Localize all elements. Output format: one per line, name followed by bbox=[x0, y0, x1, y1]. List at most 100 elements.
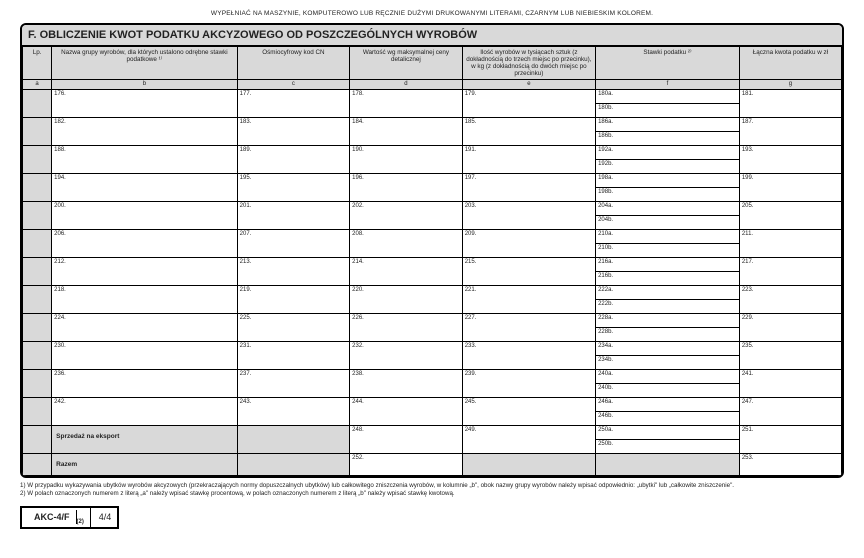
blank-cell bbox=[462, 454, 595, 476]
name-cell[interactable]: 176. bbox=[52, 90, 237, 118]
name-cell[interactable]: 224. bbox=[52, 314, 237, 342]
col-letter-d: d bbox=[350, 80, 463, 90]
blank-cell bbox=[237, 454, 350, 476]
name-cell[interactable]: 188. bbox=[52, 146, 237, 174]
total-cell[interactable]: 181. bbox=[739, 90, 841, 118]
qty-cell[interactable]: 203. bbox=[462, 202, 595, 230]
letter-row: a b c d e f g bbox=[23, 80, 842, 90]
total-cell[interactable]: 251. bbox=[739, 426, 841, 454]
header-row: Lp. Nazwa grupy wyrobów, dla których ust… bbox=[23, 47, 842, 80]
cn-cell[interactable]: 183. bbox=[237, 118, 350, 146]
total-cell[interactable]: 193. bbox=[739, 146, 841, 174]
qty-cell[interactable]: 227. bbox=[462, 314, 595, 342]
footnote-2: 2) W polach oznaczonych numerem z literą… bbox=[20, 490, 844, 498]
lp-cell bbox=[23, 230, 52, 258]
rate-cell[interactable]: 228a.228b. bbox=[596, 314, 740, 342]
value-cell[interactable]: 238. bbox=[350, 370, 463, 398]
total-cell[interactable]: 205. bbox=[739, 202, 841, 230]
blank-cell bbox=[596, 454, 740, 476]
value-cell[interactable]: 178. bbox=[350, 90, 463, 118]
table-row: 212.213.214.215.216a.216b.217. bbox=[23, 258, 842, 286]
qty-cell[interactable]: 209. bbox=[462, 230, 595, 258]
value-cell[interactable]: 226. bbox=[350, 314, 463, 342]
cn-cell[interactable]: 231. bbox=[237, 342, 350, 370]
qty-cell[interactable]: 179. bbox=[462, 90, 595, 118]
rate-cell[interactable]: 222a.222b. bbox=[596, 286, 740, 314]
rate-cell[interactable]: 204a.204b. bbox=[596, 202, 740, 230]
cn-cell[interactable]: 201. bbox=[237, 202, 350, 230]
rate-cell[interactable]: 246a.246b. bbox=[596, 398, 740, 426]
value-cell[interactable]: 190. bbox=[350, 146, 463, 174]
total-cell[interactable]: 247. bbox=[739, 398, 841, 426]
value-cell[interactable]: 202. bbox=[350, 202, 463, 230]
rate-cell[interactable]: 198a.198b. bbox=[596, 174, 740, 202]
qty-cell[interactable]: 239. bbox=[462, 370, 595, 398]
section-f-title: F. OBLICZENIE KWOT PODATKU AKCYZOWEGO OD… bbox=[22, 25, 842, 46]
header-b: Nazwa grupy wyrobów, dla których ustalon… bbox=[52, 47, 237, 80]
qty-cell[interactable]: 185. bbox=[462, 118, 595, 146]
rate-cell[interactable]: 192a.192b. bbox=[596, 146, 740, 174]
name-cell[interactable]: 182. bbox=[52, 118, 237, 146]
razem-row: Razem 252. 253. bbox=[23, 454, 842, 476]
total-cell[interactable]: 211. bbox=[739, 230, 841, 258]
qty-cell[interactable]: 215. bbox=[462, 258, 595, 286]
lp-cell bbox=[23, 90, 52, 118]
cn-cell[interactable]: 213. bbox=[237, 258, 350, 286]
name-cell[interactable]: 218. bbox=[52, 286, 237, 314]
value-cell[interactable]: 248. bbox=[350, 426, 463, 454]
value-cell[interactable]: 196. bbox=[350, 174, 463, 202]
lp-cell bbox=[23, 398, 52, 426]
cn-cell[interactable]: 237. bbox=[237, 370, 350, 398]
cn-cell[interactable]: 207. bbox=[237, 230, 350, 258]
total-cell[interactable]: 223. bbox=[739, 286, 841, 314]
export-label: Sprzedaż na eksport bbox=[52, 426, 237, 454]
rate-cell[interactable]: 240a.240b. bbox=[596, 370, 740, 398]
lp-cell bbox=[23, 174, 52, 202]
qty-cell[interactable]: 191. bbox=[462, 146, 595, 174]
header-f: Stawki podatku ²⁾ bbox=[596, 47, 740, 80]
name-cell[interactable]: 206. bbox=[52, 230, 237, 258]
qty-cell[interactable]: 245. bbox=[462, 398, 595, 426]
total-cell[interactable]: 199. bbox=[739, 174, 841, 202]
cn-cell[interactable]: 225. bbox=[237, 314, 350, 342]
total-cell[interactable]: 187. bbox=[739, 118, 841, 146]
rate-cell[interactable]: 180a.180b. bbox=[596, 90, 740, 118]
razem-label: Razem bbox=[52, 454, 237, 476]
total-cell[interactable]: 217. bbox=[739, 258, 841, 286]
form-id: AKC-4/F(2) bbox=[22, 508, 91, 527]
name-cell[interactable]: 230. bbox=[52, 342, 237, 370]
export-row: Sprzedaż na eksport 248.249.250a.250b.251… bbox=[23, 426, 842, 454]
value-cell[interactable]: 232. bbox=[350, 342, 463, 370]
qty-cell[interactable]: 233. bbox=[462, 342, 595, 370]
total-cell[interactable]: 241. bbox=[739, 370, 841, 398]
name-cell[interactable]: 194. bbox=[52, 174, 237, 202]
value-cell[interactable]: 244. bbox=[350, 398, 463, 426]
value-cell[interactable]: 184. bbox=[350, 118, 463, 146]
qty-cell[interactable]: 221. bbox=[462, 286, 595, 314]
lp-cell bbox=[23, 370, 52, 398]
tax-table: Lp. Nazwa grupy wyrobów, dla których ust… bbox=[22, 46, 842, 476]
value-cell[interactable]: 220. bbox=[350, 286, 463, 314]
value-cell[interactable]: 214. bbox=[350, 258, 463, 286]
name-cell[interactable]: 200. bbox=[52, 202, 237, 230]
total-cell[interactable]: 253. bbox=[739, 454, 841, 476]
rate-cell[interactable]: 210a.210b. bbox=[596, 230, 740, 258]
rate-cell[interactable]: 216a.216b. bbox=[596, 258, 740, 286]
rate-cell[interactable]: 234a.234b. bbox=[596, 342, 740, 370]
cn-cell[interactable]: 177. bbox=[237, 90, 350, 118]
cn-cell[interactable]: 243. bbox=[237, 398, 350, 426]
value-cell[interactable]: 252. bbox=[350, 454, 463, 476]
value-cell[interactable]: 208. bbox=[350, 230, 463, 258]
name-cell[interactable]: 212. bbox=[52, 258, 237, 286]
name-cell[interactable]: 242. bbox=[52, 398, 237, 426]
cn-cell[interactable]: 189. bbox=[237, 146, 350, 174]
cn-cell[interactable]: 219. bbox=[237, 286, 350, 314]
total-cell[interactable]: 235. bbox=[739, 342, 841, 370]
name-cell[interactable]: 236. bbox=[52, 370, 237, 398]
total-cell[interactable]: 229. bbox=[739, 314, 841, 342]
rate-cell[interactable]: 250a.250b. bbox=[596, 426, 740, 454]
cn-cell[interactable]: 195. bbox=[237, 174, 350, 202]
rate-cell[interactable]: 186a.186b. bbox=[596, 118, 740, 146]
qty-cell[interactable]: 249. bbox=[462, 426, 595, 454]
qty-cell[interactable]: 197. bbox=[462, 174, 595, 202]
